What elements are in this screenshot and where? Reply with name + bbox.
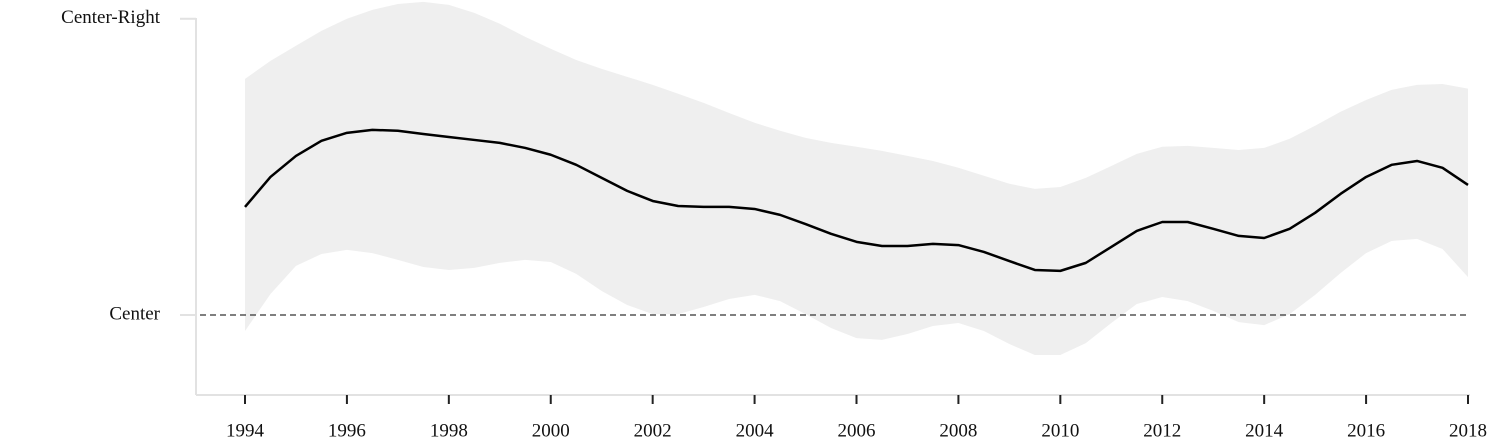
x-tick-label: 2006 bbox=[838, 420, 876, 441]
trend-line bbox=[244, 128, 1469, 273]
x-tick-label: 2008 bbox=[939, 420, 977, 441]
x-tick-label: 2010 bbox=[1041, 420, 1079, 441]
x-tick-label: 2004 bbox=[736, 420, 775, 441]
x-tick-label: 1996 bbox=[328, 420, 366, 441]
y-tick-label: Center bbox=[109, 303, 160, 324]
x-tick-label: 2012 bbox=[1143, 420, 1181, 441]
x-tick-label: 1998 bbox=[430, 420, 468, 441]
x-tick-label: 2000 bbox=[532, 420, 570, 441]
x-tick-label: 1994 bbox=[226, 420, 265, 441]
y-tick-label: Center-Right bbox=[61, 7, 161, 28]
confidence-band bbox=[245, 1, 1468, 356]
x-tick-label: 2018 bbox=[1449, 420, 1487, 441]
x-tick-label: 2016 bbox=[1347, 420, 1385, 441]
x-tick-label: 2014 bbox=[1245, 420, 1284, 441]
x-tick-label: 2002 bbox=[634, 420, 672, 441]
